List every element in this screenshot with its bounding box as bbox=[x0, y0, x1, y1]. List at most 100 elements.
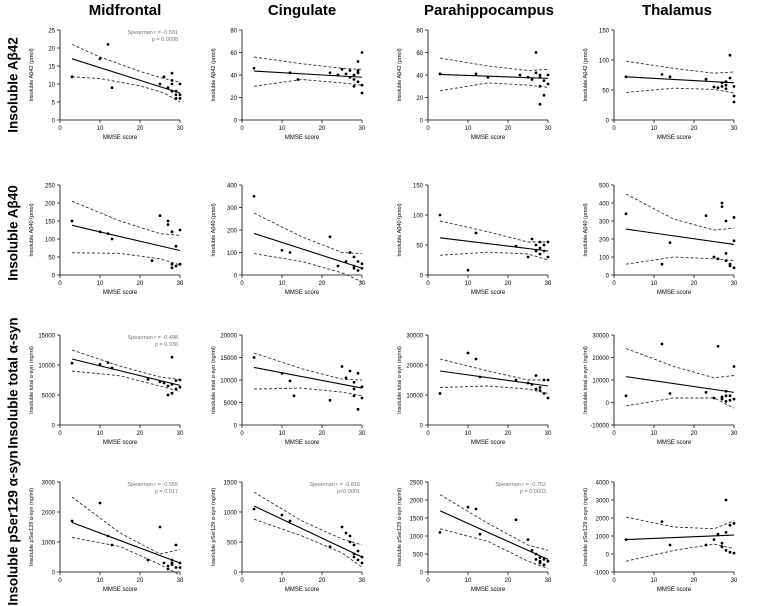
data-point bbox=[348, 69, 352, 72]
data-point bbox=[724, 87, 728, 91]
data-point bbox=[732, 239, 736, 243]
data-point bbox=[166, 223, 170, 227]
data-point bbox=[728, 398, 732, 402]
data-point bbox=[288, 379, 292, 383]
data-point bbox=[360, 396, 364, 400]
confidence-band-upper bbox=[253, 56, 363, 70]
data-point bbox=[526, 381, 530, 385]
data-point bbox=[280, 371, 284, 375]
y-axis-label: Insoluble total α-syn (ng/ml) bbox=[211, 346, 217, 414]
y-tick-label: 250 bbox=[45, 183, 56, 189]
data-point bbox=[178, 385, 182, 389]
data-point bbox=[98, 501, 102, 505]
confidence-band-lower bbox=[439, 385, 549, 394]
data-point bbox=[668, 75, 672, 79]
y-tick-label: 0 bbox=[420, 570, 424, 576]
regression-line bbox=[625, 228, 735, 245]
data-point bbox=[178, 262, 182, 266]
p-value-annotation: p = 0.0098 bbox=[152, 37, 178, 43]
y-tick-label: 10000 bbox=[592, 378, 609, 384]
regression-line bbox=[625, 76, 735, 84]
x-tick-label: 10 bbox=[279, 431, 286, 437]
confidence-band-upper bbox=[439, 220, 548, 243]
data-point bbox=[70, 219, 74, 223]
y-tick-label: 500 bbox=[227, 540, 238, 546]
data-point bbox=[340, 365, 344, 368]
data-point bbox=[546, 378, 550, 382]
data-point bbox=[170, 230, 174, 234]
data-point bbox=[724, 531, 728, 534]
data-point bbox=[538, 252, 542, 256]
y-tick-label: 20 bbox=[416, 96, 423, 102]
regression-line bbox=[439, 237, 549, 252]
data-point bbox=[526, 255, 530, 259]
data-point bbox=[514, 244, 518, 248]
y-tick-label: 0 bbox=[234, 570, 238, 576]
data-point bbox=[704, 391, 708, 394]
data-point bbox=[724, 394, 728, 398]
x-tick-label: 20 bbox=[505, 126, 512, 132]
data-point bbox=[538, 84, 542, 88]
data-point bbox=[732, 100, 736, 104]
y-tick-label: 2000 bbox=[596, 516, 610, 522]
scatter-plot-14: 0 500 1000 1500 0 10 20 30 MMSE score Insoluble p… bbox=[211, 480, 366, 593]
y-tick-label: 0 bbox=[234, 118, 238, 124]
x-tick-label: 10 bbox=[465, 578, 472, 584]
data-point bbox=[170, 89, 174, 93]
data-point bbox=[534, 552, 538, 556]
y-tick-label: 0 bbox=[606, 401, 610, 407]
data-point bbox=[178, 93, 182, 97]
data-point bbox=[360, 385, 364, 389]
regression-line bbox=[253, 505, 363, 558]
data-point bbox=[728, 53, 732, 57]
data-point bbox=[546, 73, 550, 77]
data-point bbox=[348, 75, 352, 79]
regression-line bbox=[253, 366, 363, 389]
y-tick-label: 200 bbox=[45, 201, 56, 207]
data-point bbox=[170, 391, 174, 395]
confidence-band-upper bbox=[625, 193, 735, 231]
data-point bbox=[438, 72, 442, 76]
confidence-band-upper bbox=[439, 358, 548, 381]
x-tick-label: 10 bbox=[279, 281, 286, 287]
data-point bbox=[724, 259, 728, 262]
y-axis-label: Insoluble Aβ42 (pmol) bbox=[583, 48, 589, 101]
data-point bbox=[728, 76, 732, 80]
y-tick-label: 100 bbox=[413, 213, 424, 219]
x-axis-label: MMSE score bbox=[103, 587, 138, 593]
p-value-annotation: p = 0.036 bbox=[155, 342, 178, 348]
y-tick-label: 0 bbox=[52, 423, 56, 429]
data-point bbox=[106, 232, 110, 236]
y-axis-label: Insoluble Aβ40 (pmol) bbox=[397, 203, 403, 256]
data-point bbox=[352, 255, 356, 259]
x-tick-label: 20 bbox=[691, 126, 698, 132]
data-point bbox=[526, 75, 530, 79]
data-point bbox=[724, 498, 728, 502]
confidence-band-upper bbox=[625, 348, 735, 379]
x-tick-label: 20 bbox=[319, 126, 326, 132]
data-point bbox=[534, 558, 538, 561]
data-point bbox=[252, 66, 256, 70]
data-point bbox=[716, 257, 720, 261]
confidence-band-lower bbox=[253, 387, 363, 397]
y-tick-label: 0 bbox=[606, 552, 610, 558]
data-point bbox=[170, 563, 174, 566]
y-tick-label: 1500 bbox=[224, 480, 238, 486]
y-tick-label: 0 bbox=[606, 273, 610, 279]
confidence-band-upper bbox=[439, 494, 549, 551]
x-tick-label: 0 bbox=[58, 126, 62, 132]
x-tick-label: 20 bbox=[137, 126, 144, 132]
data-point bbox=[542, 249, 546, 253]
confidence-band-lower bbox=[253, 518, 363, 568]
data-point bbox=[352, 73, 356, 77]
data-point bbox=[466, 268, 470, 272]
data-point bbox=[70, 361, 74, 365]
y-tick-label: 10000 bbox=[38, 363, 55, 369]
data-point bbox=[466, 351, 470, 355]
data-point bbox=[720, 81, 724, 85]
data-point bbox=[538, 386, 542, 389]
data-point bbox=[162, 561, 166, 565]
data-point bbox=[280, 248, 284, 252]
